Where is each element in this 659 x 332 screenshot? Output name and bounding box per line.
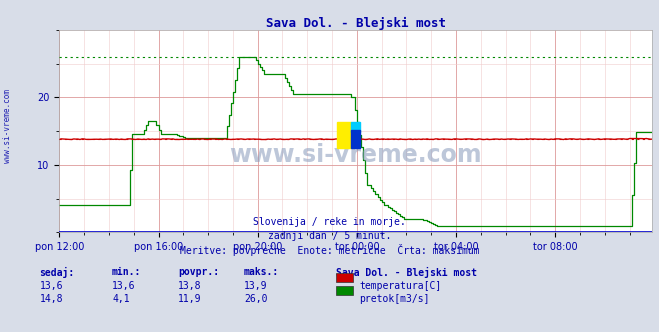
Text: 4,1: 4,1 [112, 294, 130, 304]
Text: 13,9: 13,9 [244, 281, 268, 290]
Text: sedaj:: sedaj: [40, 267, 74, 278]
Text: 13,6: 13,6 [40, 281, 63, 290]
Bar [351, 130, 360, 148]
Text: www.si-vreme.com: www.si-vreme.com [3, 89, 13, 163]
Text: pretok[m3/s]: pretok[m3/s] [359, 294, 430, 304]
Text: 26,0: 26,0 [244, 294, 268, 304]
Text: temperatura[C]: temperatura[C] [359, 281, 442, 290]
Text: Slovenija / reke in morje.: Slovenija / reke in morje. [253, 217, 406, 227]
Title: Sava Dol. - Blejski most: Sava Dol. - Blejski most [266, 17, 446, 30]
Text: maks.:: maks.: [244, 267, 279, 277]
Text: povpr.:: povpr.: [178, 267, 219, 277]
Bar [351, 122, 360, 132]
Text: min.:: min.: [112, 267, 142, 277]
Text: www.si-vreme.com: www.si-vreme.com [229, 143, 482, 167]
Text: zadnji dan / 5 minut.: zadnji dan / 5 minut. [268, 231, 391, 241]
Text: Meritve: povprečne  Enote: metrične  Črta: maksimum: Meritve: povprečne Enote: metrične Črta:… [180, 244, 479, 256]
Text: 11,9: 11,9 [178, 294, 202, 304]
Text: 13,8: 13,8 [178, 281, 202, 290]
Text: 14,8: 14,8 [40, 294, 63, 304]
Bar [337, 122, 351, 148]
Text: 13,6: 13,6 [112, 281, 136, 290]
Text: Sava Dol. - Blejski most: Sava Dol. - Blejski most [336, 267, 477, 278]
